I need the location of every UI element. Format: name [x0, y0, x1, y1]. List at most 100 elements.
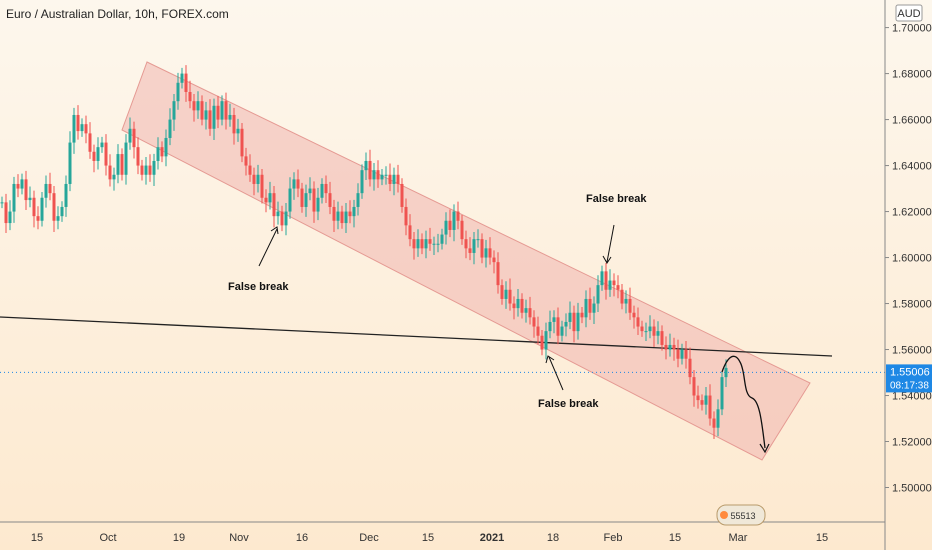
candle-body	[4, 202, 8, 224]
candle-body	[164, 137, 168, 157]
candle-body	[548, 321, 552, 332]
candle-body	[480, 239, 484, 258]
candle-body	[592, 303, 596, 313]
candle-body	[364, 160, 368, 171]
candle-body	[312, 188, 316, 212]
candle-body	[296, 179, 300, 189]
candle-body	[192, 101, 196, 111]
price-tag	[886, 364, 932, 393]
false-break-arrow	[548, 356, 564, 391]
candle-body	[260, 174, 264, 198]
currency-box[interactable]	[895, 4, 923, 22]
y-tick-label: 1.66000	[892, 115, 932, 127]
candle-body	[156, 147, 160, 161]
candle-body	[544, 331, 548, 350]
candle-body	[376, 170, 380, 180]
candles-layer	[0, 65, 728, 439]
projection-arrowhead	[759, 443, 770, 454]
candle-body	[600, 271, 604, 286]
candle-body	[644, 331, 648, 333]
candle-body	[636, 317, 640, 327]
false-break-label: False break	[586, 193, 647, 205]
candle-body	[528, 308, 532, 318]
candle-body	[224, 101, 228, 120]
candle-body	[380, 174, 384, 180]
candle-body	[288, 188, 292, 212]
candle-body	[488, 248, 492, 258]
candle-body	[152, 160, 156, 175]
candle-body	[328, 193, 332, 207]
candle-body	[500, 285, 504, 299]
misc-layer: 55513	[716, 504, 766, 526]
candle-body	[648, 326, 652, 332]
candle-body	[552, 317, 556, 322]
candle-body	[512, 303, 516, 309]
candle-body	[88, 133, 92, 152]
candle-body	[200, 101, 204, 120]
candle-body	[588, 298, 592, 313]
candle-body	[368, 160, 372, 180]
candle-body	[604, 271, 608, 290]
channel-layer	[121, 61, 811, 461]
candle-body	[52, 193, 56, 221]
candle-body	[560, 326, 564, 336]
candle-body	[472, 239, 476, 253]
candle-body	[212, 105, 216, 129]
candle-body	[532, 317, 536, 327]
candle-body	[84, 124, 88, 134]
candle-body	[696, 395, 700, 401]
x-tick-label: 15	[31, 532, 43, 544]
candle-body	[72, 114, 76, 143]
candle-body	[620, 289, 624, 304]
candle-body	[688, 358, 692, 378]
candle-body	[236, 128, 240, 134]
candle-body	[284, 211, 288, 226]
horizontal-trendline[interactable]	[0, 316, 833, 357]
candle-body	[160, 147, 164, 157]
candle-body	[220, 101, 224, 120]
candle-body	[456, 211, 460, 221]
candle-body	[568, 312, 572, 322]
candle-body	[180, 73, 184, 83]
candle-body	[396, 174, 400, 184]
trendline-layer	[0, 316, 885, 373]
candle-body	[64, 183, 68, 207]
candle-body	[188, 91, 192, 102]
candle-body	[580, 312, 584, 318]
candle-body	[352, 206, 356, 217]
candle-body	[120, 154, 124, 175]
chart-title: Euro / Australian Dollar, 10h, FOREX.com	[6, 7, 229, 21]
candle-body	[340, 211, 344, 224]
currency-label[interactable]: AUD	[897, 8, 920, 20]
candle-body	[8, 211, 12, 224]
y-tick-label: 1.68000	[892, 69, 932, 81]
candle-body	[80, 124, 84, 132]
x-tick-label: Dec	[359, 532, 379, 544]
candle-body	[252, 174, 256, 184]
candle-body	[196, 101, 200, 111]
candle-body	[324, 183, 328, 194]
candle-body	[712, 418, 716, 428]
candle-body	[240, 128, 244, 157]
y-tick-label: 1.70000	[892, 23, 932, 35]
annotation-layer: False break False break False break	[228, 193, 770, 454]
y-tick-label: 1.52000	[892, 437, 932, 449]
author-badge[interactable]	[716, 504, 766, 526]
candle-body	[444, 220, 448, 235]
candle-body	[420, 239, 424, 249]
candle-body	[268, 193, 272, 203]
candle-body	[336, 211, 340, 221]
y-tick-label: 1.54000	[892, 391, 932, 403]
candle-body	[360, 170, 364, 194]
candle-body	[496, 262, 500, 286]
candle-body	[632, 312, 636, 318]
candle-body	[640, 326, 644, 332]
candle-body	[92, 151, 96, 161]
candle-body	[708, 395, 712, 419]
candle-body	[320, 183, 324, 198]
candle-body	[48, 183, 52, 194]
candle-body	[16, 183, 20, 189]
candle-body	[176, 82, 180, 102]
